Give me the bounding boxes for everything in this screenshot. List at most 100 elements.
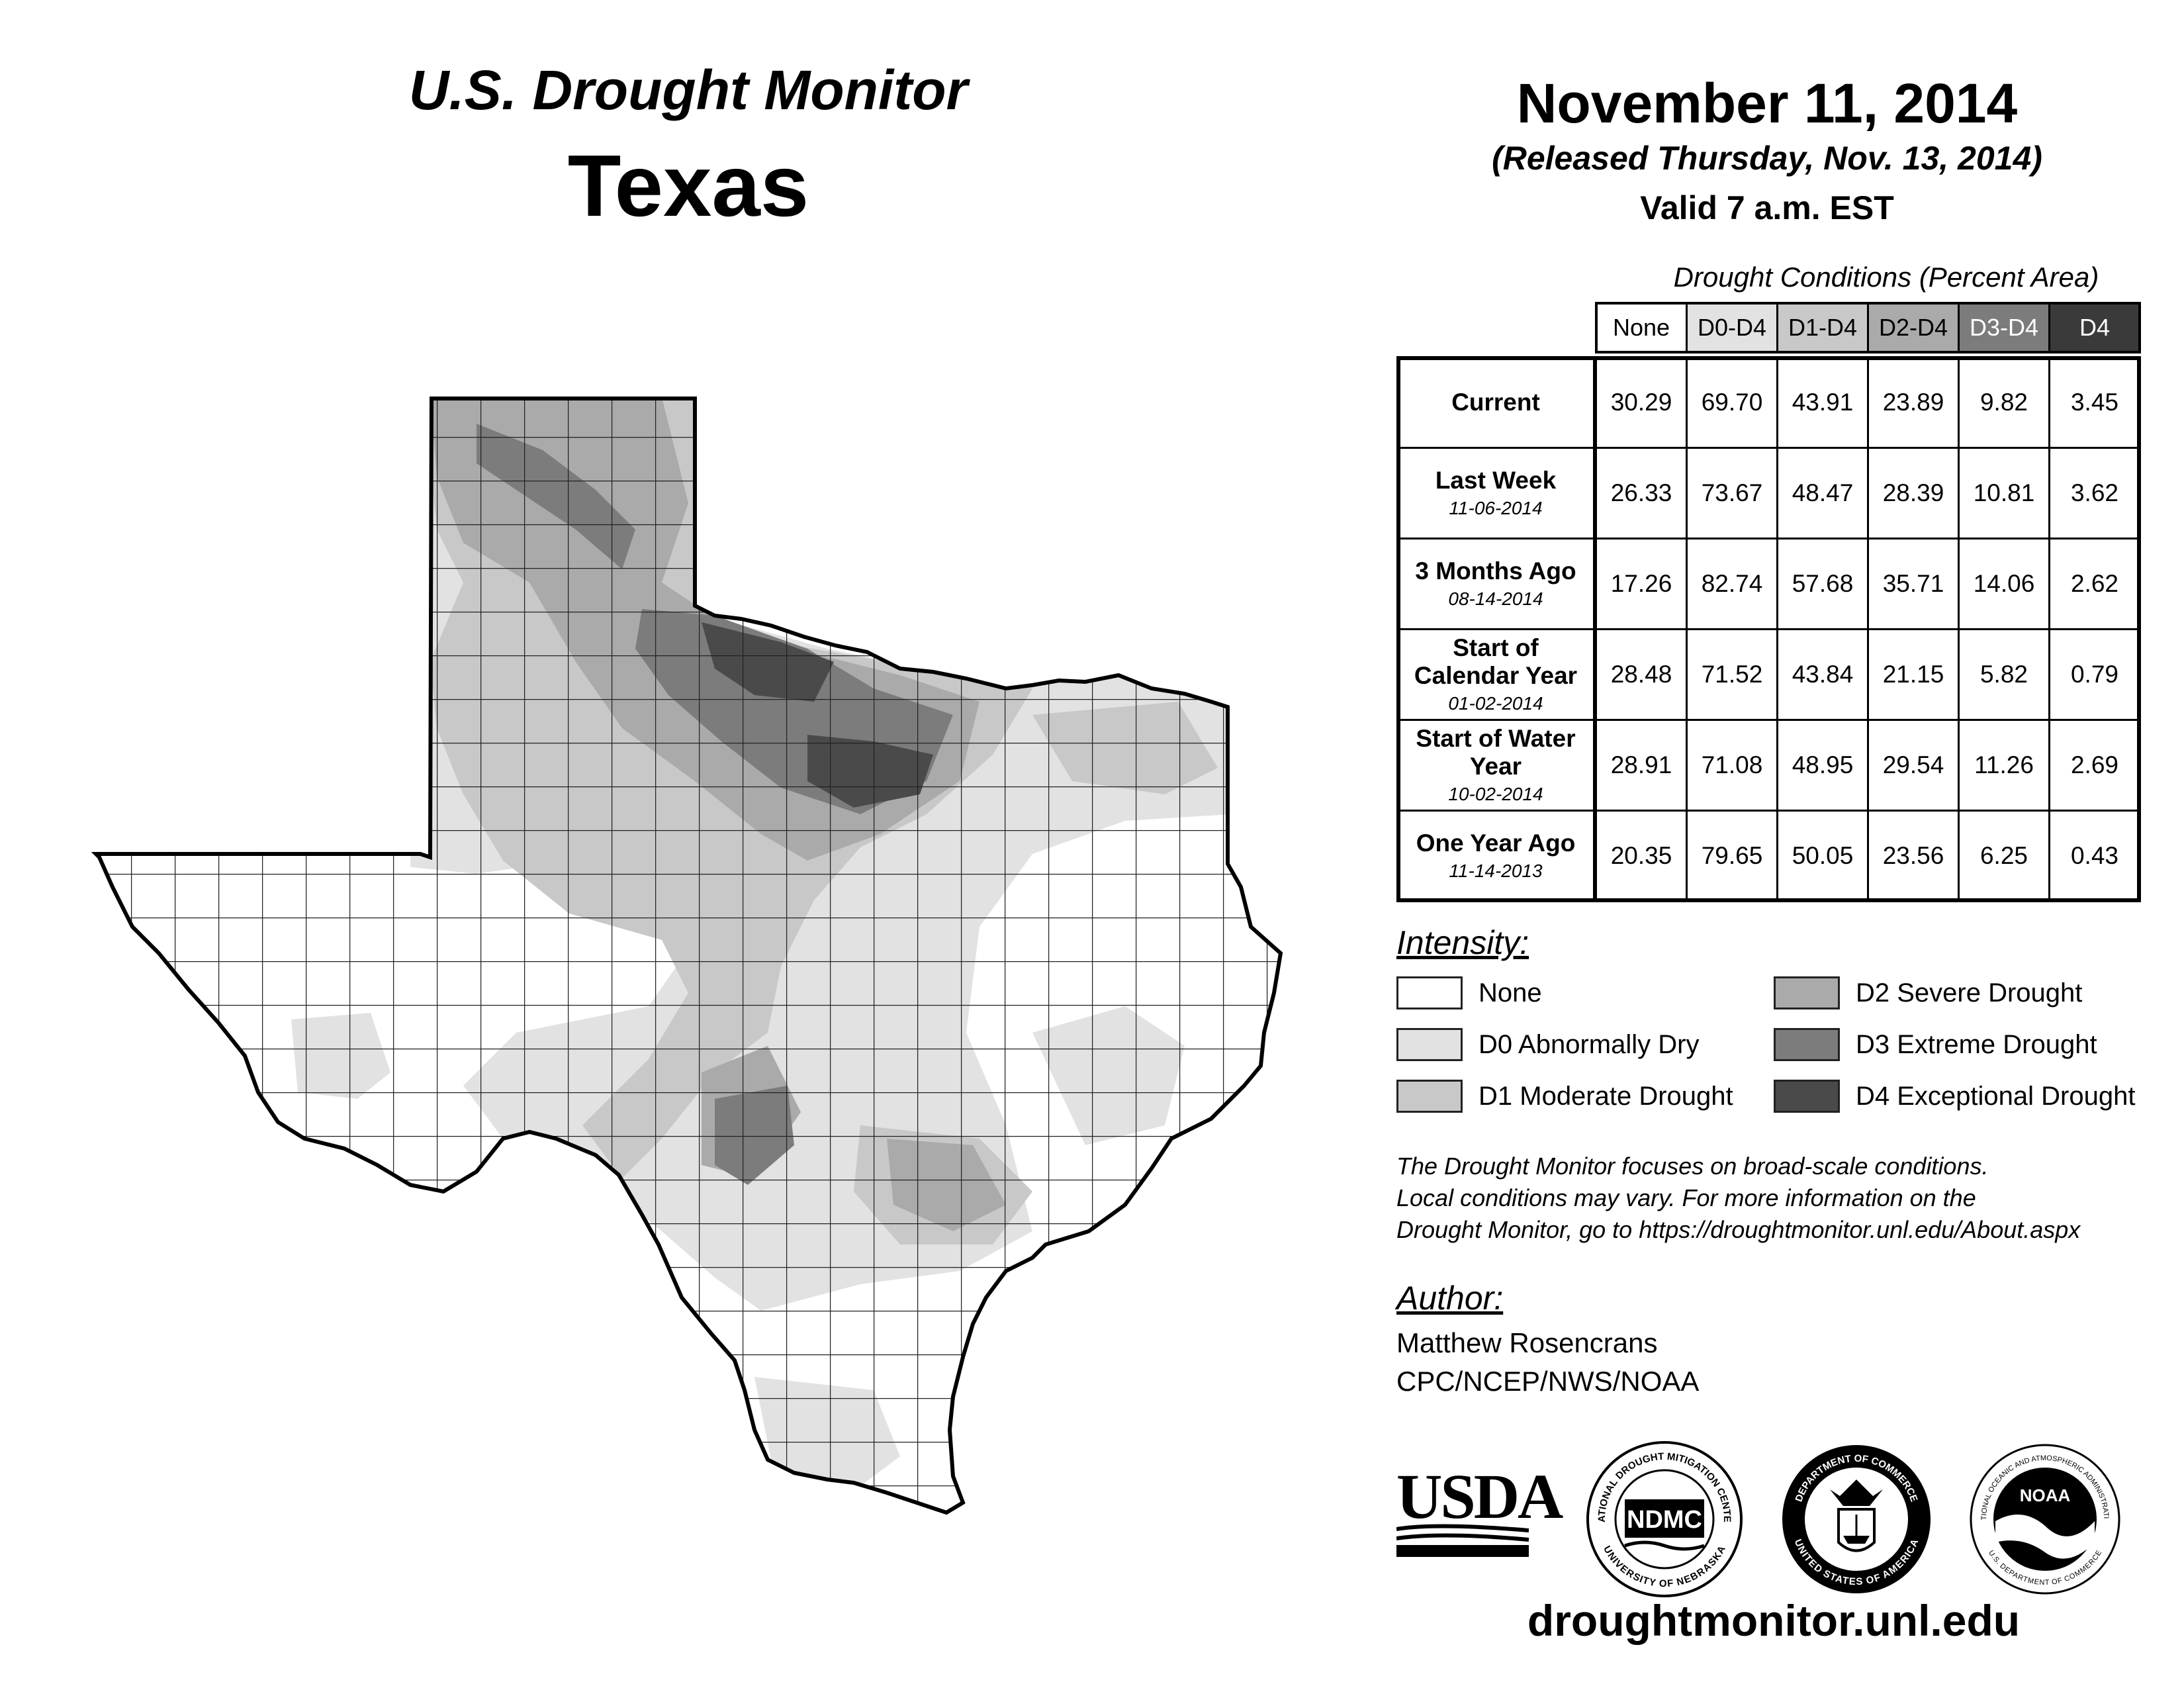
legend-swatch [1774, 976, 1840, 1009]
texas-drought-map [0, 0, 1377, 1688]
table-cell: 73.67 [1686, 447, 1778, 539]
table-cell: 50.05 [1776, 810, 1869, 902]
row-label-text: 3 Months Ago [1415, 557, 1576, 585]
legend-title: Intensity: [1396, 924, 1529, 961]
table-header-cell: D2-D4 [1867, 302, 1960, 353]
table-cell: 69.70 [1686, 356, 1778, 449]
author-block: Matthew Rosencrans CPC/NCEP/NWS/NOAA [1396, 1324, 1699, 1401]
gull-icon [1995, 1515, 2095, 1559]
table-row-label: One Year Ago 11-14-2013 [1396, 810, 1595, 902]
row-label-date: 10-02-2014 [1448, 784, 1543, 804]
usda-fields-icon [1396, 1524, 1529, 1557]
table-cell: 71.08 [1686, 719, 1778, 812]
noaa-seal: NATIONAL OCEANIC AND ATMOSPHERIC ADMINIS… [1969, 1443, 2120, 1595]
author-heading: Author: [1396, 1280, 1504, 1317]
table-cell: 20.35 [1595, 810, 1688, 902]
legend-swatch [1774, 1080, 1840, 1113]
footer-url[interactable]: droughtmonitor.unl.edu [1527, 1596, 2021, 1645]
table-cell: 21.15 [1867, 628, 1960, 721]
row-label-text: Start of Water Year [1416, 725, 1576, 780]
table-header-cell: D0-D4 [1686, 302, 1778, 353]
table-cell: 43.91 [1776, 356, 1869, 449]
row-label-date: 08-14-2014 [1448, 588, 1543, 609]
legend-swatch [1396, 1080, 1463, 1113]
table-cell: 3.62 [2048, 447, 2141, 539]
table-cell: 28.91 [1595, 719, 1688, 812]
map-date: November 11, 2014 [1516, 72, 2018, 134]
row-label-text: Start of Calendar Year [1414, 634, 1578, 689]
table-cell: 28.48 [1595, 628, 1688, 721]
table-caption: Drought Conditions (Percent Area) [1673, 261, 2099, 293]
table-cell: 3.45 [2048, 356, 2141, 449]
table-row-label: 3 Months Ago 08-14-2014 [1396, 538, 1595, 630]
table-cell: 57.68 [1776, 538, 1869, 630]
table-row-label: Current [1396, 356, 1595, 449]
table-cell: 82.74 [1686, 538, 1778, 630]
row-label-text: One Year Ago [1416, 829, 1576, 857]
row-label-date: 11-14-2013 [1449, 861, 1543, 881]
author-name: Matthew Rosencrans [1396, 1327, 1658, 1358]
row-label-date: 01-02-2014 [1448, 693, 1543, 714]
row-label-text: Current [1451, 389, 1540, 416]
legend-item: D1 Moderate Drought [1396, 1080, 1733, 1113]
table-cell: 17.26 [1595, 538, 1688, 630]
noaa-wordmark: NOAA [2020, 1485, 2071, 1505]
legend-item: D4 Exceptional Drought [1774, 1080, 2135, 1113]
legend-item: D3 Extreme Drought [1774, 1028, 2097, 1061]
table-cell: 30.29 [1595, 356, 1688, 449]
table-cell: 0.43 [2048, 810, 2141, 902]
table-cell: 28.39 [1867, 447, 1960, 539]
legend-label: D0 Abnormally Dry [1479, 1029, 1700, 1059]
table-header-cell: D1-D4 [1776, 302, 1869, 353]
table-cell: 2.62 [2048, 538, 2141, 630]
legend-item: D0 Abnormally Dry [1396, 1028, 1699, 1061]
table-cell: 11.26 [1958, 719, 2050, 812]
table-cell: 9.82 [1958, 356, 2050, 449]
table-row-label: Last Week 11-06-2014 [1396, 447, 1595, 539]
disclaimer-line: Local conditions may vary. For more info… [1396, 1184, 1976, 1211]
table-cell: 5.82 [1958, 628, 2050, 721]
title-top: U.S. Drought Monitor [408, 59, 968, 121]
table-header-cell: None [1595, 302, 1688, 353]
table-cell: 6.25 [1958, 810, 2050, 902]
disclaimer: The Drought Monitor focuses on broad-sca… [1396, 1150, 2177, 1246]
table-cell: 23.89 [1867, 356, 1960, 449]
shield-icon [1837, 1508, 1876, 1552]
table-cell: 43.84 [1776, 628, 1869, 721]
table-cell: 71.52 [1686, 628, 1778, 721]
table-cell: 48.47 [1776, 447, 1869, 539]
table-cell: 10.81 [1958, 447, 2050, 539]
row-label-text: Last Week [1435, 467, 1557, 494]
disclaimer-line: The Drought Monitor focuses on broad-sca… [1396, 1152, 1989, 1180]
commerce-seal: DEPARTMENT OF COMMERCE UNITED STATES OF … [1782, 1445, 1931, 1593]
legend-item: None [1396, 976, 1542, 1009]
table-cell: 0.79 [2048, 628, 2141, 721]
table-cell: 35.71 [1867, 538, 1960, 630]
legend-label: D4 Exceptional Drought [1856, 1081, 2136, 1111]
table-header-cell: D4 [2048, 302, 2141, 353]
table-cell: 48.95 [1776, 719, 1869, 812]
table-cell: 23.56 [1867, 810, 1960, 902]
legend-swatch [1396, 976, 1463, 1009]
legend-label: D3 Extreme Drought [1856, 1029, 2097, 1059]
legend-label: None [1479, 978, 1542, 1008]
table-header-cell: D3-D4 [1958, 302, 2050, 353]
legend-swatch [1774, 1028, 1840, 1061]
legend-label: D1 Moderate Drought [1479, 1081, 1733, 1111]
release-date: (Released Thursday, Nov. 13, 2014) [1492, 140, 2042, 177]
disclaimer-line: Drought Monitor, go to https://droughtmo… [1396, 1216, 2081, 1243]
table-cell: 26.33 [1595, 447, 1688, 539]
ndmc-wordmark: NDMC [1627, 1506, 1702, 1534]
eagle-icon [1830, 1479, 1883, 1506]
usda-wordmark: USDA [1396, 1461, 1563, 1532]
table-cell: 79.65 [1686, 810, 1778, 902]
legend-label: D2 Severe Drought [1856, 978, 2083, 1008]
table-row-label: Start of Calendar Year 01-02-2014 [1396, 628, 1595, 721]
legend-swatch [1396, 1028, 1463, 1061]
table-cell: 14.06 [1958, 538, 2050, 630]
legend-item: D2 Severe Drought [1774, 976, 2082, 1009]
table-row-label: Start of Water Year 10-02-2014 [1396, 719, 1595, 812]
valid-time: Valid 7 a.m. EST [1640, 189, 1894, 226]
table-cell: 29.54 [1867, 719, 1960, 812]
title-state: Texas [567, 137, 809, 234]
